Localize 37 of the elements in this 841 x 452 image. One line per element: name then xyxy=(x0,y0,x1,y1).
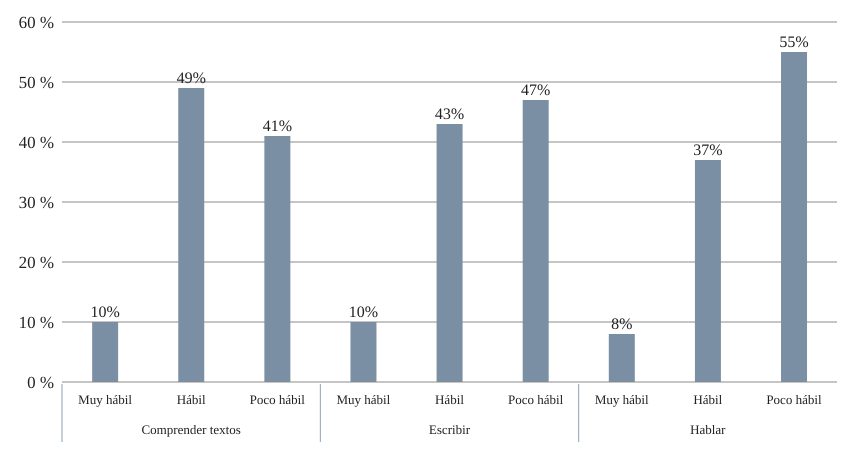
bar xyxy=(522,100,549,382)
data-label: 49% xyxy=(176,70,206,87)
x-tick-label: Poco hábil xyxy=(508,392,564,407)
x-tick-label: Muy hábil xyxy=(78,392,132,407)
x-tick-label: Hábil xyxy=(435,392,464,407)
text: Comprender textos xyxy=(142,422,241,437)
bar xyxy=(350,322,376,382)
y-tick-label: 30 % xyxy=(18,193,54,212)
text: Hablar xyxy=(690,422,726,437)
data-label: 10% xyxy=(348,304,378,321)
data-label: 55% xyxy=(779,34,809,51)
y-tick-label: 10 % xyxy=(18,313,54,332)
bar xyxy=(781,52,808,382)
bar xyxy=(264,136,290,382)
y-tick-label: 40 % xyxy=(18,133,54,152)
y-tick-label: 50 % xyxy=(18,73,54,92)
x-tick-label: Hábil xyxy=(176,392,206,407)
y-tick-label: 0 % xyxy=(27,373,54,392)
data-label: 43% xyxy=(434,106,464,123)
data-label: 10% xyxy=(90,304,120,321)
x-tick-label: Muy hábil xyxy=(336,392,391,407)
x-tick-label: Hábil xyxy=(693,392,723,407)
x-tick-label: Poco hábil xyxy=(766,392,822,407)
bar xyxy=(608,334,635,382)
bar xyxy=(694,160,721,382)
x-tick-label: Poco hábil xyxy=(250,392,306,407)
data-label: 41% xyxy=(262,118,292,135)
text: Escribir xyxy=(428,422,471,437)
x-tick-label: Muy hábil xyxy=(594,392,650,407)
y-tick-label: 20 % xyxy=(18,253,54,272)
y-tick-label: 60 % xyxy=(18,13,54,32)
bar xyxy=(178,88,204,382)
bar xyxy=(436,124,463,382)
data-label: 47% xyxy=(521,82,550,99)
bar xyxy=(92,322,118,382)
data-label: 37% xyxy=(693,142,723,159)
data-label: 8% xyxy=(611,316,632,333)
